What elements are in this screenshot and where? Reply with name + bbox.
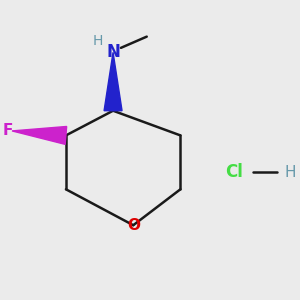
Text: F: F	[2, 123, 13, 138]
Text: N: N	[106, 43, 120, 61]
Text: H: H	[285, 165, 296, 180]
Polygon shape	[12, 127, 67, 144]
Text: H: H	[92, 34, 103, 48]
Text: Cl: Cl	[225, 164, 243, 181]
Polygon shape	[104, 52, 122, 111]
Text: O: O	[127, 218, 140, 233]
